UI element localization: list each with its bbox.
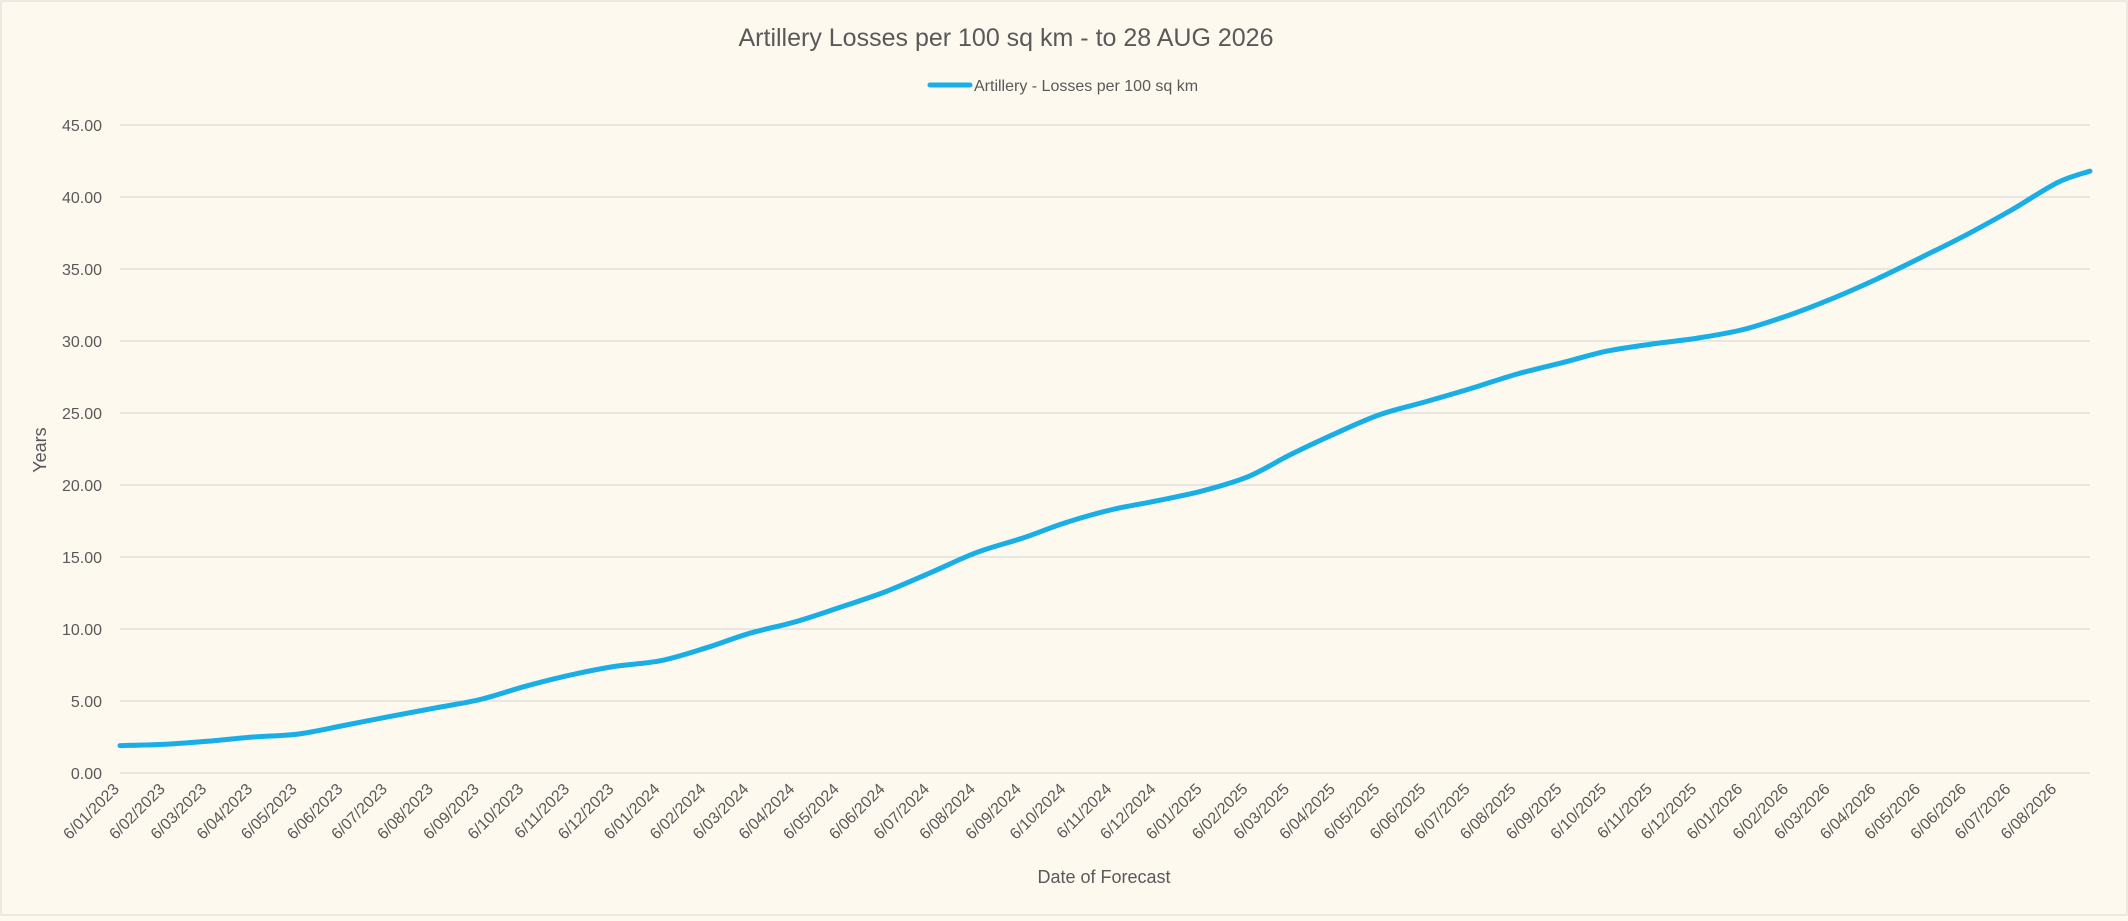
series-group: [117, 168, 2093, 749]
gridlines: [120, 124, 2090, 774]
data-point: [974, 550, 979, 555]
data-point: [1378, 412, 1383, 417]
data-point: [2088, 169, 2092, 174]
data-point: [1468, 386, 1473, 391]
data-point: [1828, 297, 1833, 302]
data-point: [2055, 180, 2060, 185]
data-point: [1020, 536, 1025, 541]
y-tick-label: 10.00: [62, 622, 102, 639]
y-axis-label: Years: [30, 427, 50, 472]
x-axis-label: Date of Forecast: [1037, 867, 1170, 887]
data-point: [747, 631, 752, 636]
data-point: [163, 742, 168, 747]
data-point: [477, 697, 482, 702]
data-point: [1110, 507, 1115, 512]
y-tick-label: 5.00: [71, 694, 102, 711]
data-point: [1288, 452, 1293, 457]
data-point: [658, 658, 663, 663]
data-point: [1695, 336, 1700, 341]
y-tick-label: 30.00: [62, 334, 102, 351]
data-point: [1200, 488, 1205, 493]
y-tick-label: 25.00: [62, 406, 102, 423]
data-point: [1787, 313, 1792, 318]
data-point: [704, 645, 709, 650]
data-point: [251, 735, 256, 739]
y-tick-label: 45.00: [62, 118, 102, 135]
data-point: [341, 723, 346, 728]
data-point: [205, 739, 210, 744]
y-tick-label: 15.00: [62, 550, 102, 567]
data-point: [1965, 232, 1970, 237]
data-point: [568, 673, 573, 678]
data-point: [295, 732, 300, 737]
data-point: [1560, 360, 1565, 365]
data-point: [2009, 207, 2014, 212]
y-tick-label: 35.00: [62, 262, 102, 279]
y-axis-ticks: 0.00 5.00 10.00 15.00 20.00 25.00 30.00 35.00 40…: [62, 118, 102, 783]
y-tick-label: 40.00: [62, 190, 102, 207]
y-tick-label: 0.00: [71, 766, 102, 783]
data-point: [1874, 277, 1879, 282]
legend-label: Artillery - Losses per 100 sq km: [974, 78, 1198, 95]
data-point: [1605, 349, 1610, 354]
data-point: [883, 589, 888, 594]
data-point: [1424, 399, 1429, 404]
data-point: [1919, 255, 1924, 260]
data-point: [1246, 474, 1251, 479]
chart-title: Artillery Losses per 100 sq km - to 28 A…: [739, 24, 1274, 52]
data-point: [386, 714, 391, 719]
data-point: [1154, 498, 1159, 503]
data-point: [1514, 372, 1519, 377]
data-point: [1064, 520, 1069, 525]
data-point: [1741, 327, 1746, 332]
data-point: [612, 664, 617, 669]
data-point: [1651, 341, 1656, 346]
data-point: [793, 619, 798, 624]
data-point: [837, 605, 842, 610]
legend: Artillery - Losses per 100 sq km: [927, 78, 1198, 95]
data-point: [118, 743, 122, 748]
data-point: [1334, 431, 1339, 436]
data-point: [522, 684, 527, 689]
y-tick-label: 20.00: [62, 478, 102, 495]
data-point: [928, 570, 933, 575]
data-point: [432, 706, 437, 711]
